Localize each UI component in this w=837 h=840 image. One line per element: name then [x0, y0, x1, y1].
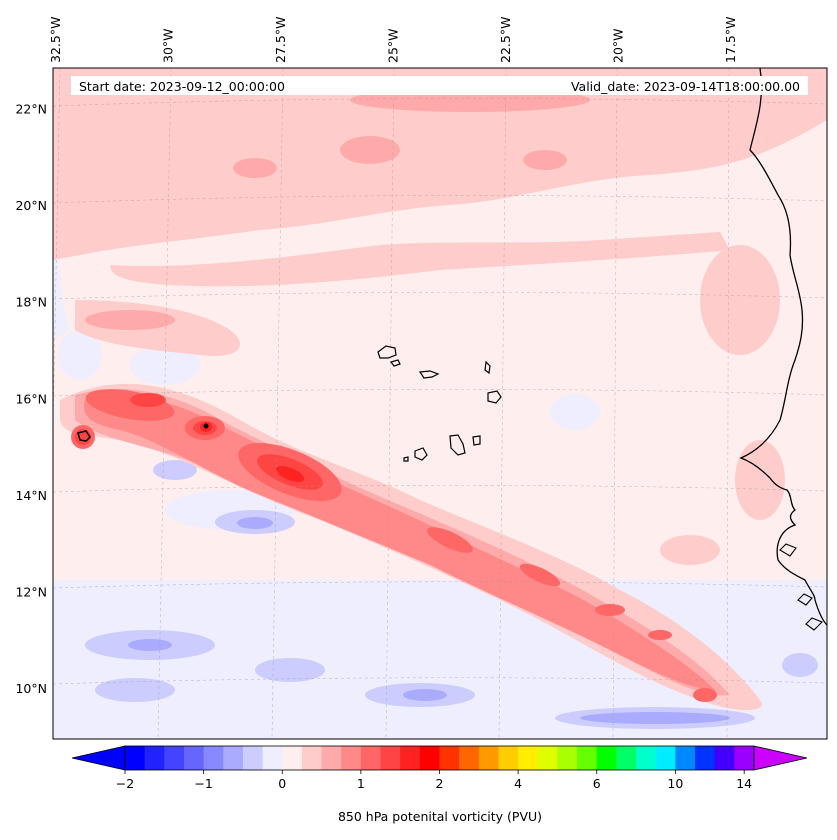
- island-maio: [472, 435, 481, 446]
- colorbar-ticks: −2 −1 0 1 2 4 6 10 14: [116, 770, 752, 791]
- pv-negative-strong-areas: [128, 517, 730, 724]
- island-santo-antao: [377, 345, 397, 359]
- latitude-tick-label: 14°N: [15, 488, 47, 503]
- colorbar-segment: [695, 746, 716, 770]
- colorbar-extend-max: [753, 745, 808, 771]
- colorbar-segment: [577, 746, 598, 770]
- graticule: [53, 68, 827, 739]
- island-boa-vista: [487, 390, 502, 404]
- colorbar-tick-label: 0: [278, 776, 286, 791]
- latitude-labels: 22°N 20°N 18°N 16°N 14°N 12°N 10°N: [15, 102, 47, 696]
- colorbar-tick-label: 10: [667, 776, 683, 791]
- guinea-bissau-islands: [779, 543, 823, 631]
- colorbar-segment: [282, 746, 303, 770]
- colorbar-segment: [498, 746, 519, 770]
- longitude-tick-label: 20°W: [611, 28, 626, 63]
- map-panel: [53, 68, 827, 739]
- colorbar-segment: [321, 746, 342, 770]
- colorbar-segment: [223, 746, 244, 770]
- longitude-tick-label: 25°W: [386, 28, 401, 63]
- longitude-tick-label: 30°W: [161, 28, 176, 63]
- longitude-tick-label: 22.5°W: [498, 17, 513, 63]
- colorbar-segment: [616, 746, 637, 770]
- colorbar-segment: [164, 746, 185, 770]
- colorbar-segment: [636, 746, 657, 770]
- colorbar-tick-label: −1: [194, 776, 212, 791]
- island-sal: [484, 360, 491, 375]
- latitude-tick-label: 12°N: [15, 584, 47, 599]
- map-frame: [52, 67, 828, 740]
- colorbar-segment: [419, 746, 440, 770]
- colorbar-segment: [557, 746, 578, 770]
- colorbar-segment: [144, 746, 165, 770]
- start-date-label: Start date: 2023-09-12_00:00:00: [79, 79, 285, 94]
- island-sao-nicolau: [418, 370, 440, 379]
- colorbar-segment: [301, 746, 323, 770]
- cape-verde-islands: [377, 345, 502, 462]
- colorbar-tick-label: 4: [514, 776, 522, 791]
- colorbar-tick-label: 14: [736, 776, 752, 791]
- colorbar-tick-label: 1: [357, 776, 365, 791]
- header-box: [71, 76, 808, 95]
- colorbar-segment: [734, 746, 755, 770]
- latitude-tick-label: 16°N: [15, 391, 47, 406]
- colorbar-tick-label: −2: [116, 776, 134, 791]
- colorbar-segment: [478, 746, 499, 770]
- colorbar-label: 850 hPa potenital vorticity (PVU): [338, 809, 542, 824]
- latitude-tick-label: 22°N: [15, 102, 47, 117]
- longitude-labels: 32.5°W 30°W 27.5°W 25°W 22.5°W 20°W 17.5°W: [48, 17, 738, 63]
- colorbar-segment: [439, 746, 460, 770]
- latitude-tick-label: 18°N: [15, 295, 47, 310]
- colorbar-segment: [714, 746, 735, 770]
- colorbar-segment: [400, 746, 421, 770]
- island-brava: [403, 456, 409, 462]
- colorbar-segment: [596, 746, 617, 770]
- colorbar-segment: [183, 746, 205, 770]
- colorbar-segment: [262, 746, 283, 770]
- colorbar-extend-min: [71, 745, 126, 771]
- colorbar-segment: [380, 746, 401, 770]
- colorbar-segment: [341, 746, 362, 770]
- island-santiago: [449, 434, 466, 456]
- latitude-tick-label: 20°N: [15, 198, 47, 213]
- valid-date-label: Valid_date: 2023-09-14T18:00:00.00: [571, 79, 800, 94]
- colorbar-tick-label: 2: [436, 776, 444, 791]
- colorbar-segment: [360, 746, 382, 770]
- colorbar: [71, 745, 808, 771]
- colorbar-segment: [242, 746, 264, 770]
- colorbar-segment: [203, 746, 224, 770]
- latitude-tick-label: 10°N: [15, 681, 47, 696]
- pv-extreme-points: [77, 423, 209, 442]
- pv-streamer-inner: [84, 396, 715, 690]
- island-fogo: [414, 447, 428, 461]
- longitude-tick-label: 27.5°W: [273, 17, 288, 63]
- island-sao-vicente: [389, 359, 401, 367]
- colorbar-segment: [655, 746, 676, 770]
- colorbar-segment: [459, 746, 480, 770]
- longitude-tick-label: 17.5°W: [723, 17, 738, 63]
- colorbar-segment: [518, 746, 539, 770]
- colorbar-segment: [675, 746, 696, 770]
- africa-coastline: [739, 68, 827, 626]
- longitude-tick-label: 32.5°W: [48, 17, 63, 63]
- colorbar-tick-label: 6: [593, 776, 601, 791]
- colorbar-segment: [537, 746, 558, 770]
- colorbar-segment: [125, 746, 146, 770]
